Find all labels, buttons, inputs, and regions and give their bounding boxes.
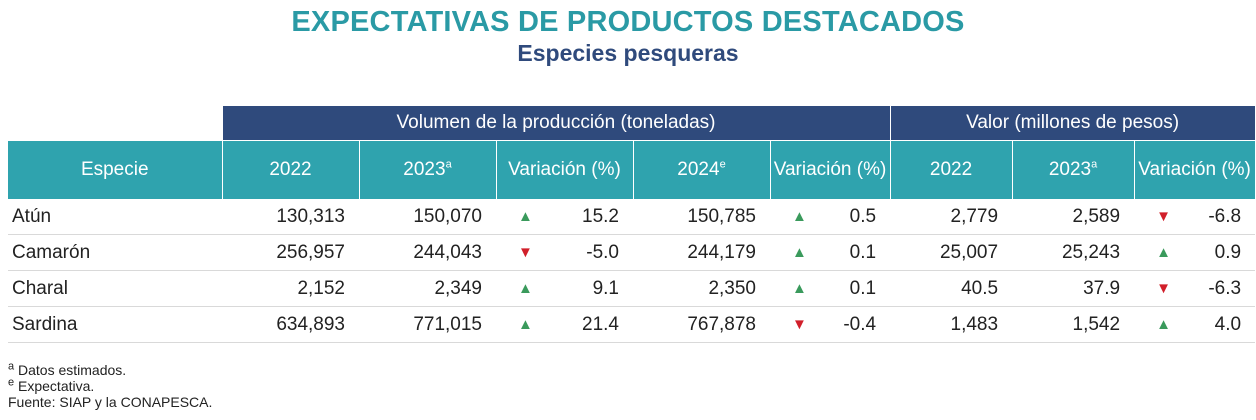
trend-up-icon: ▲ <box>518 280 533 297</box>
column-header-value-2022: 2022 <box>890 140 1013 199</box>
trend-up-icon: ▲ <box>518 208 533 225</box>
volume-variation-2024-cell: ▲ 0.1 <box>770 270 891 307</box>
table-body: Atún 130,313 150,070 ▲ 15.2 150,785 ▲ 0.5 … <box>8 199 1256 343</box>
volume-variation-cell: ▼ -5.0 <box>496 234 633 271</box>
footnote-expectation: e Expectativa. <box>8 376 95 394</box>
species-name: Charal <box>8 270 222 307</box>
volume-2023-cell: 244,043 <box>359 234 496 271</box>
column-header-volume-variation-2024: Variación (%) <box>770 140 891 199</box>
header-blank <box>8 106 223 141</box>
value-2022-cell: 2,779 <box>890 199 1013 235</box>
trend-up-icon: ▲ <box>792 244 807 261</box>
trend-up-icon: ▲ <box>1156 316 1171 333</box>
value-variation-cell: ▼ -6.8 <box>1134 199 1256 235</box>
column-header-volume-2024: 2024e <box>633 140 771 199</box>
value-2023-cell: 25,243 <box>1012 234 1135 271</box>
value-variation-cell: ▲ 4.0 <box>1134 306 1256 343</box>
species-name: Atún <box>8 199 222 235</box>
page-title: EXPECTATIVAS DE PRODUCTOS DESTACADOS <box>291 6 965 38</box>
volume-2024-cell: 244,179 <box>633 234 770 271</box>
table-row: Sardina 634,893 771,015 ▲ 21.4 767,878 ▼ -… <box>8 306 1256 343</box>
page-subtitle: Especies pesqueras <box>517 40 739 66</box>
column-header-species: Especie <box>8 140 223 199</box>
value-2022-cell: 25,007 <box>890 234 1013 271</box>
value-variation-cell: ▲ 0.9 <box>1134 234 1256 271</box>
volume-variation-2024-cell: ▲ 0.1 <box>770 234 891 271</box>
footnote-estimated: a Datos estimados. <box>8 360 127 378</box>
volume-2022-cell: 634,893 <box>222 306 359 343</box>
volume-variation-2024-cell: ▲ 0.5 <box>770 199 891 235</box>
volume-2023-cell: 2,349 <box>359 270 496 307</box>
species-name: Sardina <box>8 306 222 343</box>
value-2023-cell: 2,589 <box>1012 199 1135 235</box>
trend-down-icon: ▼ <box>792 316 807 333</box>
volume-2022-cell: 256,957 <box>222 234 359 271</box>
column-header-volume-variation: Variación (%) <box>496 140 634 199</box>
table-row: Camarón 256,957 244,043 ▼ -5.0 244,179 ▲ 0… <box>8 234 1256 271</box>
value-2023-cell: 1,542 <box>1012 306 1135 343</box>
volume-variation-cell: ▲ 9.1 <box>496 270 633 307</box>
column-header-volume-2022: 2022 <box>222 140 360 199</box>
volume-2023-cell: 771,015 <box>359 306 496 343</box>
volume-2022-cell: 130,313 <box>222 199 359 235</box>
volume-2024-cell: 150,785 <box>633 199 770 235</box>
table-row: Charal 2,152 2,349 ▲ 9.1 2,350 ▲ 0.1 40.5 … <box>8 270 1256 307</box>
trend-up-icon: ▲ <box>1156 244 1171 261</box>
trend-up-icon: ▲ <box>792 208 807 225</box>
volume-2023-cell: 150,070 <box>359 199 496 235</box>
volume-variation-2024-cell: ▼ -0.4 <box>770 306 891 343</box>
footnote-source: Fuente: SIAP y la CONAPESCA. <box>8 394 213 410</box>
footnotes: a Datos estimados. e Expectativa. Fuente… <box>8 360 213 410</box>
trend-down-icon: ▼ <box>518 244 533 261</box>
volume-variation-cell: ▲ 21.4 <box>496 306 633 343</box>
value-2022-cell: 40.5 <box>890 270 1013 307</box>
value-2023-cell: 37.9 <box>1012 270 1135 307</box>
trend-down-icon: ▼ <box>1156 280 1171 297</box>
footnote-marker: e <box>719 158 726 171</box>
column-header-value-variation: Variación (%) <box>1134 140 1256 199</box>
footnote-marker: a <box>445 158 452 171</box>
trend-down-icon: ▼ <box>1156 208 1171 225</box>
table-row: Atún 130,313 150,070 ▲ 15.2 150,785 ▲ 0.5 … <box>8 199 1256 235</box>
group-header-volume: Volumen de la producción (toneladas) <box>222 106 891 141</box>
volume-2022-cell: 2,152 <box>222 270 359 307</box>
species-name: Camarón <box>8 234 222 271</box>
trend-up-icon: ▲ <box>518 316 533 333</box>
volume-variation-cell: ▲ 15.2 <box>496 199 633 235</box>
value-variation-cell: ▼ -6.3 <box>1134 270 1256 307</box>
column-header-volume-2023: 2023a <box>359 140 497 199</box>
volume-2024-cell: 767,878 <box>633 306 770 343</box>
volume-2024-cell: 2,350 <box>633 270 770 307</box>
value-2022-cell: 1,483 <box>890 306 1013 343</box>
species-table: Volumen de la producción (toneladas) Val… <box>8 106 1256 343</box>
column-header-value-2023: 2023a <box>1012 140 1135 199</box>
trend-up-icon: ▲ <box>792 280 807 297</box>
group-header-value: Valor (millones de pesos) <box>890 106 1256 141</box>
footnote-marker: a <box>1091 158 1098 171</box>
